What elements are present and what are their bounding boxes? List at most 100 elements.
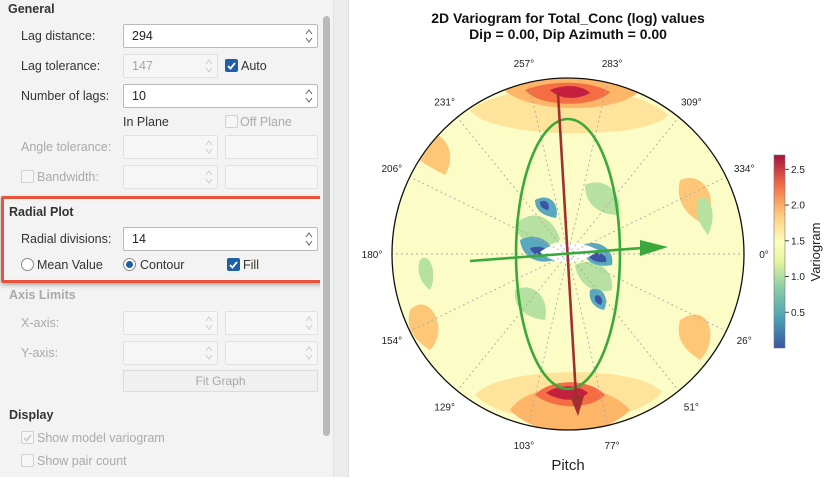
- angle-label-103: 103°: [514, 441, 535, 452]
- spoke-51: [567, 253, 680, 392]
- colorbar-label: Variogram: [808, 222, 823, 281]
- bandwidth-checkbox[interactable]: [21, 170, 34, 183]
- x-axis-label: X-axis:: [21, 316, 60, 330]
- spoke-257: [527, 82, 569, 255]
- off-plane-label: Off Plane: [240, 115, 292, 129]
- spoke-26: [567, 253, 727, 332]
- angle-label-129: 129°: [434, 402, 455, 413]
- properties-panel: General Lag distance: 294 Lag tolerance:…: [0, 0, 333, 477]
- contour-right-green: [696, 197, 713, 235]
- axis-limits-heading: Axis Limits: [9, 288, 76, 302]
- spoke-154: [409, 253, 569, 332]
- splitter[interactable]: [333, 0, 349, 477]
- scrollbar-thumb[interactable]: [323, 16, 330, 436]
- show-pair-count-label: Show pair count: [37, 454, 127, 468]
- colorbar: [773, 154, 786, 349]
- angle-label-309: 309°: [681, 98, 702, 109]
- fit-graph-button[interactable]: Fit Graph: [123, 370, 318, 392]
- lag-tolerance-value: 147: [132, 59, 153, 73]
- colorbar-tick-label: 2.5: [791, 165, 805, 176]
- y-axis-label: Y-axis:: [21, 346, 59, 360]
- spinner-icon[interactable]: [305, 88, 313, 104]
- angle-label-257: 257°: [514, 59, 535, 70]
- radial-divisions-input[interactable]: 14: [123, 227, 318, 251]
- contour-label: Contour: [140, 258, 185, 272]
- contour-top-dark: [550, 86, 590, 98]
- spoke-129: [456, 253, 569, 392]
- spoke-283: [567, 82, 609, 255]
- variogram-chart: 2D Variogram for Total_Conc (log) values…: [350, 0, 834, 477]
- show-model-label: Show model variogram: [37, 431, 165, 445]
- angle-labels: 0° 26° 51° 77° 103° 129° 154° 180° 206° 231° 257° 2…: [362, 59, 769, 452]
- lag-tolerance-input[interactable]: 147: [123, 54, 218, 78]
- angle-label-206: 206°: [381, 164, 402, 175]
- auto-label: Auto: [241, 59, 267, 73]
- contour-center-green-right: [575, 261, 613, 292]
- fill-label: Fill: [243, 258, 259, 272]
- radial-divisions-label: Radial divisions:: [21, 232, 112, 246]
- colorbar-tick-label: 0.5: [791, 308, 805, 319]
- y-axis-max-input[interactable]: [225, 341, 318, 365]
- fill-checkbox[interactable]: [227, 258, 240, 271]
- contour-blue-4: [588, 252, 607, 263]
- minor-axis-arrowhead: [640, 240, 668, 256]
- contour-blue-2: [594, 295, 603, 305]
- number-of-lags-label: Number of lags:: [21, 89, 110, 103]
- x-axis-label: Pitch: [551, 457, 584, 474]
- spoke-103: [527, 253, 569, 426]
- lag-tolerance-label: Lag tolerance:: [21, 59, 101, 73]
- off-plane-checkbox[interactable]: [225, 115, 238, 128]
- colorbar-tick-label: 2.0: [791, 201, 805, 212]
- radial-grid: [392, 82, 744, 426]
- spinner-icon[interactable]: [305, 315, 313, 331]
- radial-plot-heading: Radial Plot: [9, 205, 74, 219]
- x-axis-max-input[interactable]: [225, 311, 318, 335]
- radial-plot-highlight: [1, 196, 323, 283]
- contour-blue-1: [540, 200, 549, 210]
- colorbar-ticks: 0.5 1.0 1.5 2.0 2.5: [785, 165, 805, 319]
- angle-tolerance-label: Angle tolerance:: [21, 140, 112, 154]
- y-axis-min-input[interactable]: [123, 341, 218, 365]
- lag-distance-value: 294: [132, 29, 153, 43]
- lag-distance-label: Lag distance:: [21, 29, 96, 43]
- angle-label-26: 26°: [737, 336, 752, 347]
- angle-label-0: 0°: [759, 250, 769, 261]
- spinner-icon[interactable]: [205, 315, 213, 331]
- angle-label-231: 231°: [434, 98, 455, 109]
- angle-tolerance-in-plane-input[interactable]: [123, 135, 218, 159]
- spinner-icon[interactable]: [205, 345, 213, 361]
- spinner-icon[interactable]: [205, 139, 213, 155]
- bandwidth-in-plane-input[interactable]: [123, 165, 218, 189]
- contour-center-green-top: [585, 182, 620, 215]
- colorbar-tick-label: 1.5: [791, 236, 805, 247]
- contour-radio[interactable]: [123, 258, 136, 271]
- chart-subtitle: Dip = 0.00, Dip Azimuth = 0.00: [469, 26, 667, 42]
- mean-value-radio[interactable]: [21, 258, 34, 271]
- spoke-231: [456, 116, 569, 255]
- spoke-77: [567, 253, 609, 426]
- spinner-icon[interactable]: [205, 58, 213, 74]
- spinner-icon[interactable]: [305, 345, 313, 361]
- general-heading: General: [8, 2, 55, 16]
- bandwidth-label: Bandwidth:: [37, 170, 99, 184]
- angle-tolerance-off-plane-input[interactable]: [225, 135, 318, 159]
- spinner-icon[interactable]: [305, 231, 313, 247]
- angle-label-283: 283°: [602, 59, 623, 70]
- lag-distance-input[interactable]: 294: [123, 24, 318, 48]
- variogram-svg: 2D Variogram for Total_Conc (log) values…: [362, 10, 823, 474]
- number-of-lags-input[interactable]: 10: [123, 84, 318, 108]
- spinner-icon[interactable]: [305, 28, 313, 44]
- bandwidth-off-plane-input[interactable]: [225, 165, 318, 189]
- plot-boundary: [391, 77, 745, 431]
- angle-label-51: 51°: [684, 402, 699, 413]
- mean-value-label: Mean Value: [37, 258, 103, 272]
- radial-divisions-value: 14: [132, 232, 146, 246]
- show-pair-count-checkbox[interactable]: [21, 454, 34, 467]
- x-axis-min-input[interactable]: [123, 311, 218, 335]
- spinner-icon[interactable]: [205, 169, 213, 185]
- show-model-checkbox[interactable]: [21, 431, 34, 444]
- spoke-334: [567, 176, 727, 255]
- variogram-ellipse: [514, 117, 622, 391]
- auto-checkbox[interactable]: [225, 59, 238, 72]
- angle-label-77: 77°: [605, 441, 620, 452]
